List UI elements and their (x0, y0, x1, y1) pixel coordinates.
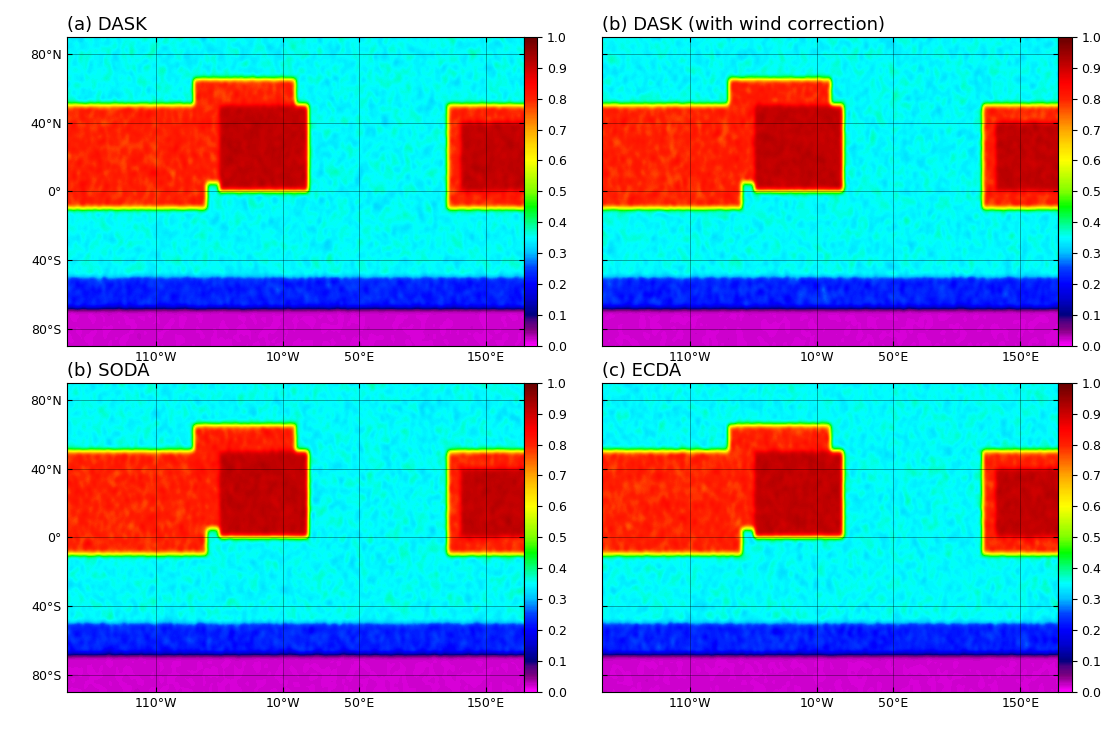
Text: (a) DASK: (a) DASK (67, 16, 147, 34)
Text: (c) ECDA: (c) ECDA (602, 362, 681, 380)
Text: (b) DASK (with wind correction): (b) DASK (with wind correction) (602, 16, 885, 34)
Text: (b) SODA: (b) SODA (67, 362, 149, 380)
